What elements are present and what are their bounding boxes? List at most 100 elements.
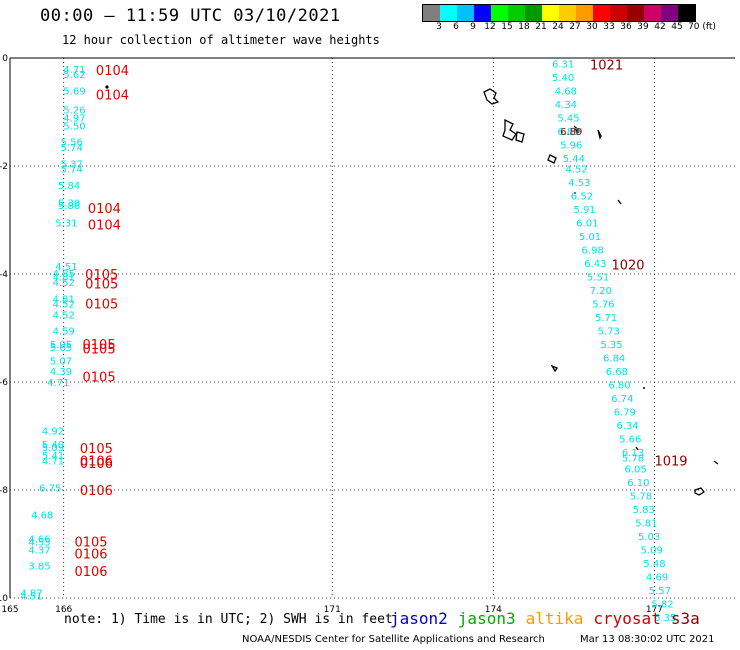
- wave-height-value: 5.57: [649, 586, 671, 597]
- wave-height-value: 4.37: [28, 545, 50, 556]
- wave-height-value: 6.98: [582, 246, 604, 257]
- island-outline: [597, 129, 602, 140]
- wave-height-value: 5.50: [63, 122, 85, 133]
- wave-height-value: 4.87: [20, 589, 42, 600]
- wave-height-value: 4.97: [63, 113, 85, 124]
- island-outline: [635, 446, 639, 451]
- island-outline: [483, 88, 500, 105]
- color-scale-label: 30: [586, 22, 598, 32]
- color-scale-label: 70 (ft): [688, 22, 716, 32]
- color-scale-label: 45: [671, 22, 683, 32]
- x-tick-label: 174: [485, 605, 502, 615]
- wave-height-value: 5.35: [600, 340, 622, 351]
- y-tick-label: -10: [0, 594, 8, 604]
- wave-height-value: 4.52: [53, 278, 75, 289]
- wave-height-value: 5.07: [50, 356, 72, 367]
- wave-height-value: 5.74: [61, 165, 83, 176]
- time-label: 0106: [74, 548, 107, 563]
- color-scale-label: 18: [518, 22, 530, 32]
- island-outline: [713, 460, 719, 465]
- island-outline: [502, 118, 517, 141]
- time-label: 0105: [85, 278, 118, 293]
- color-swatch: [610, 5, 627, 21]
- time-label: 0104: [88, 218, 121, 233]
- color-swatch: [559, 5, 576, 21]
- wave-height-value: 5.37: [61, 159, 83, 170]
- wave-height-value: 4.39: [50, 367, 72, 378]
- wave-height-value: 4.85: [53, 269, 75, 280]
- color-scale-label: 42: [654, 22, 666, 32]
- wave-height-value: 6.43: [584, 259, 606, 270]
- wave-height-value: 6.13: [622, 448, 644, 459]
- wave-height-value: 5.82: [651, 599, 673, 610]
- wave-height-value: 4.69: [646, 572, 668, 583]
- color-scale-bar: [422, 4, 696, 22]
- color-swatch: [627, 5, 644, 21]
- island-outline: [550, 364, 558, 373]
- wave-height-value: 5.74: [61, 143, 83, 154]
- legend-item-altika: altika: [525, 609, 584, 628]
- wave-height-value: 5.86: [58, 201, 80, 212]
- wave-height-value: 6.05: [625, 464, 647, 475]
- wave-height-value: 6.74: [611, 394, 633, 405]
- wave-height-value: 4.68: [31, 510, 53, 521]
- island-dot: [574, 192, 576, 194]
- wave-height-value: 5.73: [598, 327, 620, 338]
- wave-height-value: 5.51: [587, 273, 609, 284]
- wave-height-value: 4.51: [20, 591, 42, 602]
- y-tick-label: -6: [0, 378, 8, 388]
- time-label: 0106: [80, 454, 113, 469]
- wave-height-value: 4.52: [53, 311, 75, 322]
- wave-height-value: 6.84: [603, 354, 625, 365]
- wave-height-value: 4.55: [28, 537, 50, 548]
- time-label: 0105: [85, 298, 118, 313]
- time-label: 0104: [96, 89, 129, 104]
- island-dot: [105, 85, 109, 89]
- island-dot: [643, 387, 645, 389]
- wave-height-value: 4.52: [53, 300, 75, 311]
- color-scale-label: 12: [484, 22, 496, 32]
- wave-height-value: 5.09: [641, 545, 663, 556]
- color-scale-label: 9: [470, 22, 476, 32]
- color-swatch: [661, 5, 678, 21]
- wave-height-value: 6.79: [614, 408, 636, 419]
- wave-height-value: 4.71: [42, 456, 64, 467]
- page-title: 00:00 – 11:59 UTC 03/10/2021: [40, 6, 341, 26]
- time-label: 1021: [590, 58, 623, 73]
- wave-height-value: 5.03: [638, 532, 660, 543]
- wave-height-value: 6.75: [39, 483, 61, 494]
- color-swatch: [678, 5, 695, 21]
- island-outline: [694, 487, 705, 496]
- x-tick-label: 171: [324, 605, 341, 615]
- wave-height-value: 6.52: [571, 192, 593, 203]
- chart-subtitle: 12 hour collection of altimeter wave hei…: [62, 33, 380, 47]
- legend-item-jason2: jason2: [390, 609, 448, 628]
- wave-height-value: 5.96: [560, 140, 582, 151]
- wave-height-value: 5.56: [61, 138, 83, 149]
- wave-height-value: 4.71: [63, 65, 85, 76]
- legend-item-cryosat: cryosat: [593, 609, 661, 628]
- time-label: 0106: [80, 484, 113, 499]
- time-label: 1020: [611, 258, 644, 273]
- island-outline: [515, 131, 525, 143]
- wave-height-value: 4.34: [555, 100, 577, 111]
- island-outline: [617, 199, 622, 205]
- island-outline: [547, 154, 557, 164]
- wave-height-value: 4.68: [555, 86, 577, 97]
- y-tick-label: -8: [0, 486, 8, 496]
- wave-height-value: 5.09: [42, 443, 64, 454]
- wave-height-value: 5.62: [63, 70, 85, 81]
- wave-height-value: 4.66: [28, 535, 50, 546]
- time-label: 0105: [83, 343, 116, 358]
- wave-height-value: 6.35: [654, 613, 676, 624]
- wave-height-value: 5.76: [592, 300, 614, 311]
- time-label: 0104: [88, 202, 121, 217]
- color-scale-label: 39: [637, 22, 649, 32]
- legend-item-s3a: s3a: [670, 609, 700, 628]
- y-tick-label: 0: [2, 54, 8, 64]
- time-label: 0106: [80, 457, 113, 472]
- wave-height-value: 6.89: [557, 127, 579, 138]
- wave-height-value: 5.26: [63, 105, 85, 116]
- wave-height-value: 5.41: [42, 451, 64, 462]
